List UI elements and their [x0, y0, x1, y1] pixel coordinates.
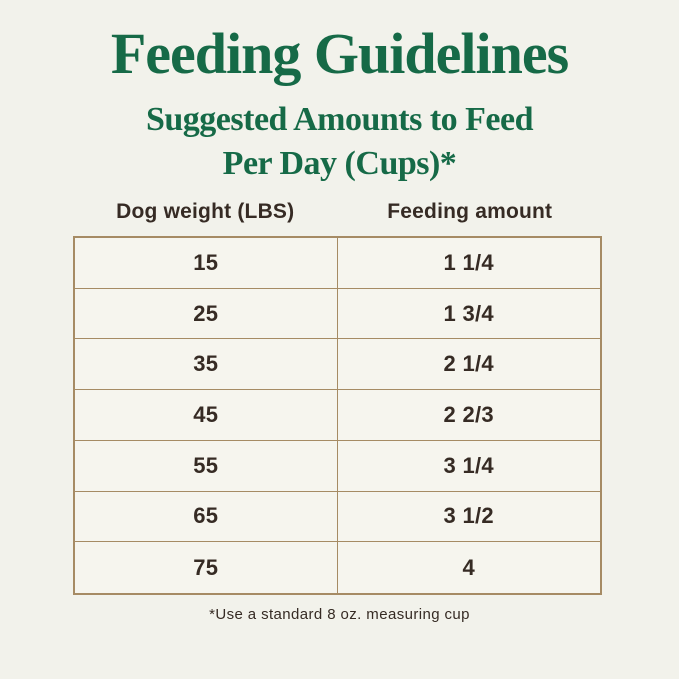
- page-title: Feeding Guidelines: [110, 21, 569, 86]
- weight-cell: 55: [75, 440, 338, 492]
- feeding-table: 15 1 1/4 25 1 3/4 35 2 1/4 45 2 2/3 55 3…: [73, 236, 602, 595]
- subtitle-line-2: Per Day (Cups)*: [222, 144, 457, 182]
- amount-cell: 2 2/3: [337, 390, 600, 441]
- weight-cell: 75: [75, 542, 338, 593]
- amount-cell: 2 1/4: [337, 339, 600, 391]
- weight-cell: 15: [75, 238, 338, 289]
- table-column-headers: Dog weight (LBS) Feeding amount: [73, 200, 602, 224]
- weight-cell: 45: [75, 390, 338, 441]
- column-header-dog-weight: Dog weight (LBS): [116, 200, 295, 223]
- subtitle-line-1: Suggested Amounts to Feed: [145, 101, 534, 138]
- amount-cell: 1 1/4: [337, 238, 600, 289]
- page-subtitle: Suggested Amounts to Feed Per Day (Cups)…: [0, 98, 679, 185]
- amount-cell: 4: [462, 554, 476, 580]
- weight-cell: 35: [75, 339, 338, 391]
- amount-cell: 3 1/4: [337, 441, 600, 492]
- column-header-feeding-amount: Feeding amount: [387, 200, 553, 223]
- weight-cell: 25: [75, 288, 338, 340]
- measuring-cup-footnote: *Use a standard 8 oz. measuring cup: [209, 606, 470, 623]
- amount-cell: 3 1/2: [337, 492, 600, 543]
- weight-cell: 65: [75, 491, 338, 543]
- amount-cell: 1 3/4: [337, 289, 600, 340]
